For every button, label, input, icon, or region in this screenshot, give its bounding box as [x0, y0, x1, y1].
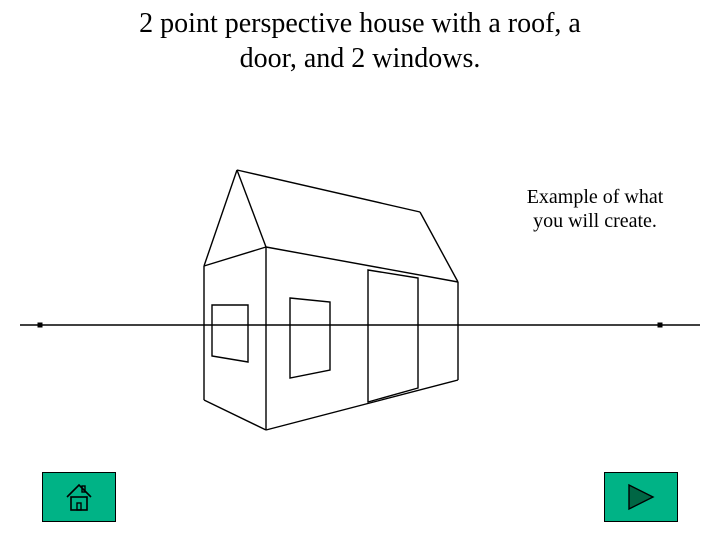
page-title: 2 point perspective house with a roof, a…	[0, 6, 720, 76]
home-button[interactable]	[42, 472, 116, 522]
title-line-1: 2 point perspective house with a roof, a	[139, 8, 581, 39]
play-arrow-icon	[617, 477, 665, 517]
next-button[interactable]	[604, 472, 678, 522]
home-icon	[61, 479, 97, 515]
title-line-2: door, and 2 windows.	[240, 43, 481, 74]
house-diagram	[0, 130, 720, 460]
